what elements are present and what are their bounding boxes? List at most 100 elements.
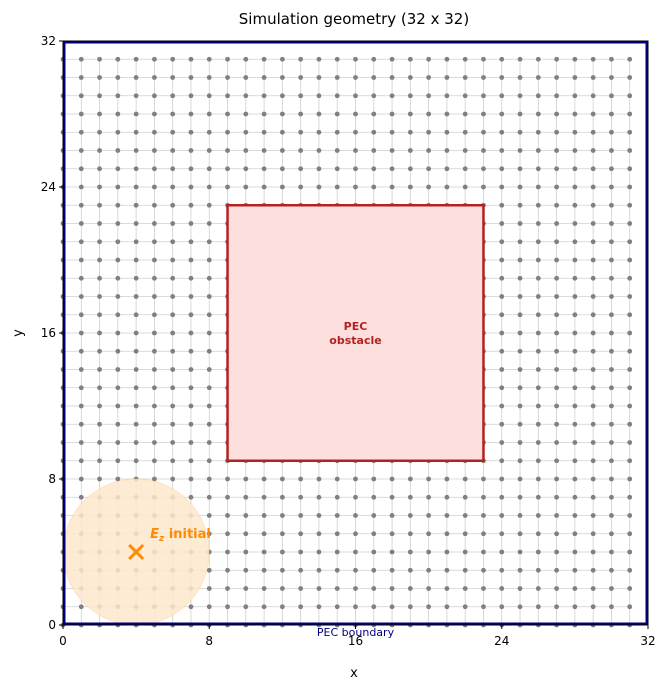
grid-node [462, 184, 468, 190]
grid-node [170, 148, 176, 153]
grid-node [133, 367, 139, 372]
grid-node [206, 458, 212, 464]
grid-node [97, 403, 102, 409]
grid-node [206, 257, 212, 263]
grid-node [206, 476, 212, 482]
grid-node [572, 294, 578, 299]
grid-node [316, 586, 322, 591]
grid-node [97, 221, 102, 226]
grid-node [627, 129, 633, 135]
grid-node [261, 549, 267, 555]
grid-node [389, 549, 395, 555]
grid-node [353, 75, 358, 80]
grid-node [572, 184, 578, 190]
x-ticks: 0 8 16 24 32 [59, 625, 656, 648]
grid-node [517, 294, 523, 299]
grid-node [298, 586, 304, 591]
grid-node [627, 586, 633, 591]
grid-node [554, 75, 559, 80]
obstacle-label-line1: PEC [344, 320, 368, 333]
grid-node [535, 275, 541, 281]
grid-node [609, 166, 614, 172]
grid-node [279, 604, 285, 610]
grid-node [78, 494, 84, 500]
grid-node [97, 93, 102, 99]
grid-node [170, 367, 176, 372]
grid-node [97, 367, 102, 372]
grid-node [206, 221, 212, 226]
grid-node [316, 604, 322, 610]
grid-node [590, 348, 596, 354]
grid-node [627, 148, 633, 153]
grid-node [517, 312, 523, 318]
grid-node [279, 513, 285, 518]
grid-node [261, 93, 267, 99]
grid-node [115, 93, 121, 99]
grid-node [115, 458, 121, 464]
grid-node [481, 476, 486, 482]
grid-node [206, 348, 212, 354]
grid-node [554, 312, 559, 318]
grid-node [78, 294, 84, 299]
source-marker-x-icon [128, 543, 145, 561]
grid-node [170, 476, 176, 482]
grid-node [572, 129, 578, 135]
grid-node [115, 421, 121, 427]
grid-node [206, 604, 212, 610]
grid-node [462, 494, 468, 500]
grid-node [535, 111, 541, 117]
grid-node [133, 257, 139, 263]
grid-node [78, 221, 84, 226]
grid-node [261, 476, 267, 482]
grid-node [97, 239, 102, 245]
grid-node [590, 440, 596, 445]
grid-node [572, 385, 578, 391]
grid-node [572, 148, 578, 153]
grid-node [499, 56, 505, 62]
grid-node [499, 513, 505, 518]
grid-node [133, 202, 139, 208]
grid-node [115, 348, 121, 354]
grid-node [426, 549, 432, 555]
grid-node [590, 93, 596, 99]
grid-node [188, 458, 194, 464]
grid-node [517, 330, 523, 336]
grid-node [590, 294, 596, 299]
grid-node [426, 56, 432, 62]
grid-node [517, 476, 523, 482]
x-tick-label: 32 [640, 634, 655, 648]
grid-node [572, 348, 578, 354]
grid-node [206, 148, 212, 153]
grid-node [170, 239, 176, 245]
grid-node [572, 421, 578, 427]
grid-node [627, 257, 633, 263]
grid-node [371, 513, 377, 518]
grid-node [535, 184, 541, 190]
grid-node [535, 348, 541, 354]
grid-node [170, 166, 176, 172]
grid-node [535, 367, 541, 372]
grid-node [78, 129, 84, 135]
grid-node [188, 348, 194, 354]
grid-node [517, 586, 523, 591]
grid-node [590, 239, 596, 245]
grid-node [206, 275, 212, 281]
grid-node [261, 513, 267, 518]
grid-node [590, 148, 596, 153]
grid-node [225, 184, 230, 190]
grid-node [133, 111, 139, 117]
grid-node [78, 184, 84, 190]
grid-node [590, 403, 596, 409]
grid-node [206, 129, 212, 135]
grid-node [590, 567, 596, 573]
grid-node [535, 440, 541, 445]
grid-node [225, 549, 230, 555]
grid-node [554, 385, 559, 391]
grid-node [115, 257, 121, 263]
grid-node [481, 494, 486, 500]
grid-node [444, 567, 450, 573]
grid-node [590, 330, 596, 336]
grid-node [554, 294, 559, 299]
grid-node [407, 567, 413, 573]
grid-node [133, 403, 139, 409]
